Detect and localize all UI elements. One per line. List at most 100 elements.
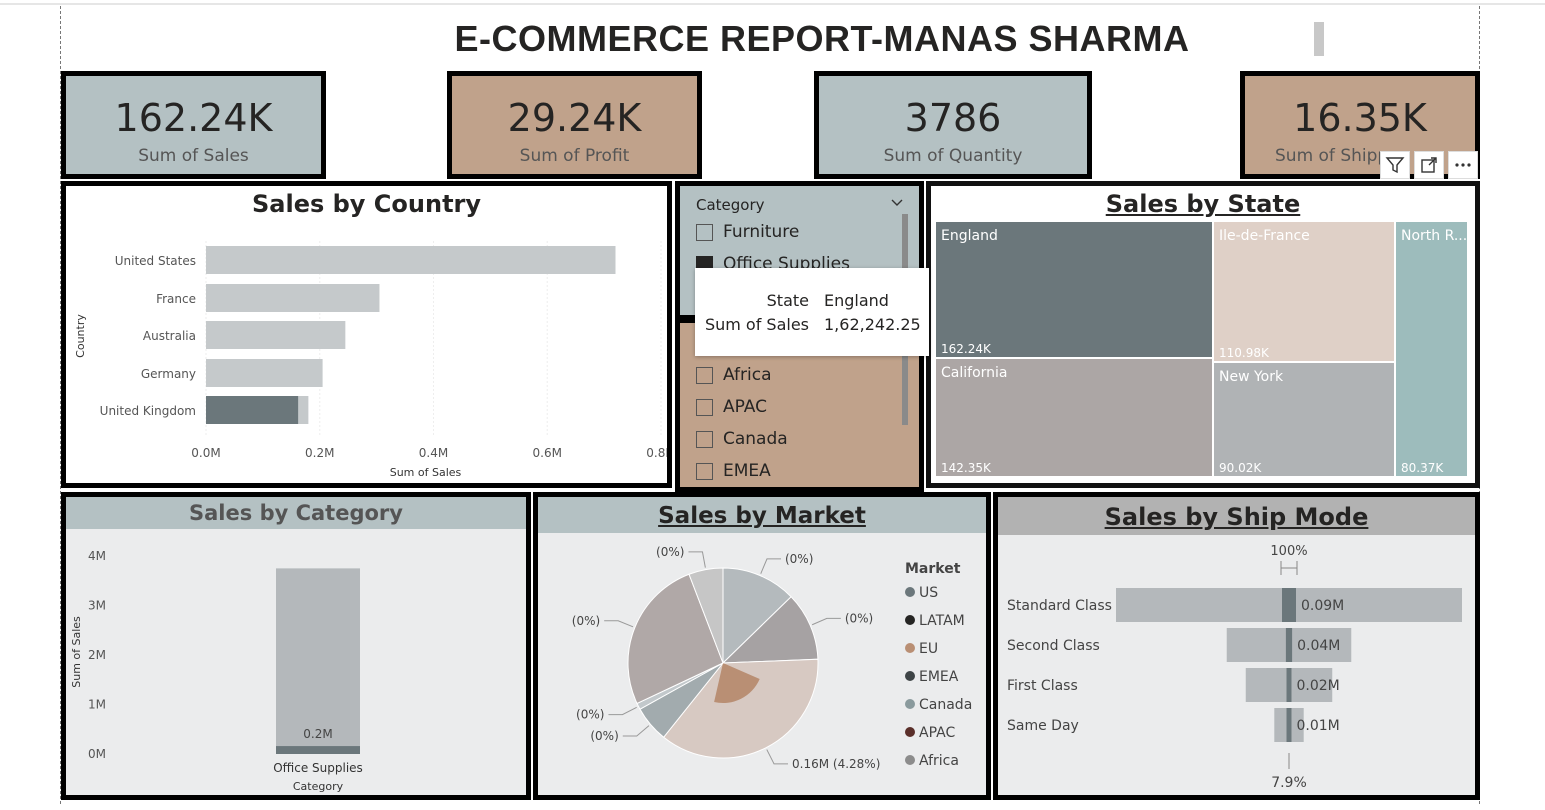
pie-slice-highlight [714,663,760,703]
checkbox[interactable] [696,398,713,416]
checkbox[interactable] [696,223,713,241]
funnel-bar-highlight [1286,708,1292,742]
funnel-category-label: Second Class [1007,638,1100,654]
slicer-item-africa[interactable]: Africa [696,365,772,385]
x-axis-title: Sum of Sales [390,466,462,479]
y-tick-label: Australia [143,329,196,343]
x-axis-title: Category [293,780,344,793]
treemap-tile-north-r[interactable]: North R... 80.37K [1396,222,1467,476]
treemap-tile-new-york[interactable]: New York 90.02K [1214,363,1394,476]
kpi-label: Sum of Quantity [883,146,1023,166]
treemap-tooltip: State England Sum of Sales 1,62,242.25 [695,268,929,356]
tile-label: Ile-de-France [1219,228,1310,244]
funnel-category-label: First Class [1007,678,1078,694]
x-tick-label: 0.0M [191,446,220,460]
panel-title: Sales by Market [658,503,866,529]
leader-line [622,725,650,737]
sales-by-market-visual[interactable]: Sales by Market (0%) (0%) 0.16M (4.28%) (0%… [533,492,991,800]
checkbox[interactable] [696,366,713,384]
kpi-label: Sum of Shipp [1275,146,1389,166]
slicer-item-furniture[interactable]: Furniture [696,222,799,242]
leader-line [766,749,789,765]
data-label: (0%) [845,611,873,625]
y-axis-title: Country [74,314,87,358]
leader-line [760,558,781,574]
slicer-item-emea[interactable]: EMEA [696,461,771,481]
sales-by-country-visual[interactable]: Sales by Country 0.0M 0.2M 0.4M 0.6M 0.8M Uni… [61,181,672,488]
filter-icon[interactable] [1380,151,1410,179]
sales-by-state-visual[interactable]: Sales by State England 162.24K Ile-de-Fr… [926,181,1480,488]
market-pie-chart: (0%) (0%) 0.16M (4.28%) (0%) (0%) (0%) (0%) Mar… [572,545,973,771]
bar [206,246,616,274]
checkbox[interactable] [696,462,713,480]
tile-label: North R... [1401,228,1468,244]
leader-line [811,617,841,626]
x-tick-label: 0.4M [419,446,448,460]
data-label: 0.01M [1297,718,1340,734]
legend-title: Market [905,561,961,577]
y-axis-title: Sum of Sales [70,616,83,688]
y-tick-label: United States [115,254,196,268]
ship-mode-funnel-chart: 100% Standard Class 0.09M Second Class 0.04M… [1007,544,1462,791]
treemap-tile-california[interactable]: California 142.35K [936,359,1212,476]
pie-slice [688,567,724,664]
tile-label: California [941,365,1008,381]
treemap-tile-england[interactable]: England 162.24K [936,222,1212,357]
y-tick-label: 2M [88,648,106,662]
pie-slice [721,596,819,664]
kpi-value: 162.24K [114,96,273,140]
slicer-item-label: Furniture [723,222,800,242]
focus-mode-icon[interactable] [1414,151,1444,179]
panel-title: Sales by State [1105,190,1301,218]
funnel-bar-highlight [1282,588,1296,622]
slicer-item-canada[interactable]: Canada [696,429,788,449]
legend-item: EMEA [919,669,959,685]
legend-marker [905,643,915,653]
treemap-tile-ile-de-france[interactable]: Ile-de-France 110.98K [1214,222,1394,361]
checkbox[interactable] [696,430,713,448]
legend-item: Canada [919,697,972,713]
bar-highlight [206,396,299,424]
bar [206,359,323,387]
y-tick-label: 1M [88,698,106,712]
x-tick-label: 0.2M [305,446,334,460]
kpi-label: Sum of Profit [519,146,630,166]
kpi-card-shipping[interactable]: 16.35K Sum of Shipp [1240,71,1480,179]
bar [206,284,380,312]
legend-item: LATAM [919,613,965,629]
kpi-card-sales[interactable]: 162.24K Sum of Sales [61,71,326,179]
data-label: 0.16M (4.28%) [792,757,880,771]
category-bar-chart: 4M 3M 2M 1M 0M 0.2M Office Supplies Category Sum… [70,549,363,793]
panel-header-band [538,497,986,533]
leader-line [688,551,706,568]
slicer-item-label: Africa [723,365,772,385]
leader-line [604,620,634,628]
sales-by-category-visual[interactable]: Sales by Category 4M 3M 2M 1M 0M 0.2M Office S… [61,492,531,800]
x-tick-label: Office Supplies [273,761,363,775]
slicer-item-apac[interactable]: APAC [696,397,767,417]
tile-value: 142.35K [941,461,991,475]
country-bar-chart: 0.0M 0.2M 0.4M 0.6M 0.8M United States France A… [74,241,667,479]
more-options-icon[interactable] [1448,151,1478,179]
scrollbar[interactable] [902,333,908,425]
data-label: 0.2M [303,727,332,741]
bar [206,321,346,349]
chevron-down-icon[interactable] [890,194,904,213]
y-tick-label: Germany [141,367,196,381]
tooltip-value: 1,62,242.25 [824,315,921,334]
scrollbar[interactable] [902,214,908,284]
bar [276,568,360,754]
funnel-connector [1280,561,1298,575]
pie-slice [663,658,819,759]
tooltip-key: Sum of Sales [704,315,809,334]
y-tick-label: 3M [88,599,106,613]
slicer-item-label: Canada [723,429,788,449]
data-label: (0%) [572,614,600,628]
kpi-card-quantity[interactable]: 3786 Sum of Quantity [814,71,1092,179]
kpi-value: 29.24K [507,96,642,140]
bar-highlight [276,746,360,754]
sales-by-ship-mode-visual[interactable]: Sales by Ship Mode 100% Standard Class 0.0… [993,492,1480,800]
legend-marker [905,699,915,709]
kpi-card-profit[interactable]: 29.24K Sum of Profit [447,71,702,179]
tile-value: 162.24K [941,342,991,356]
